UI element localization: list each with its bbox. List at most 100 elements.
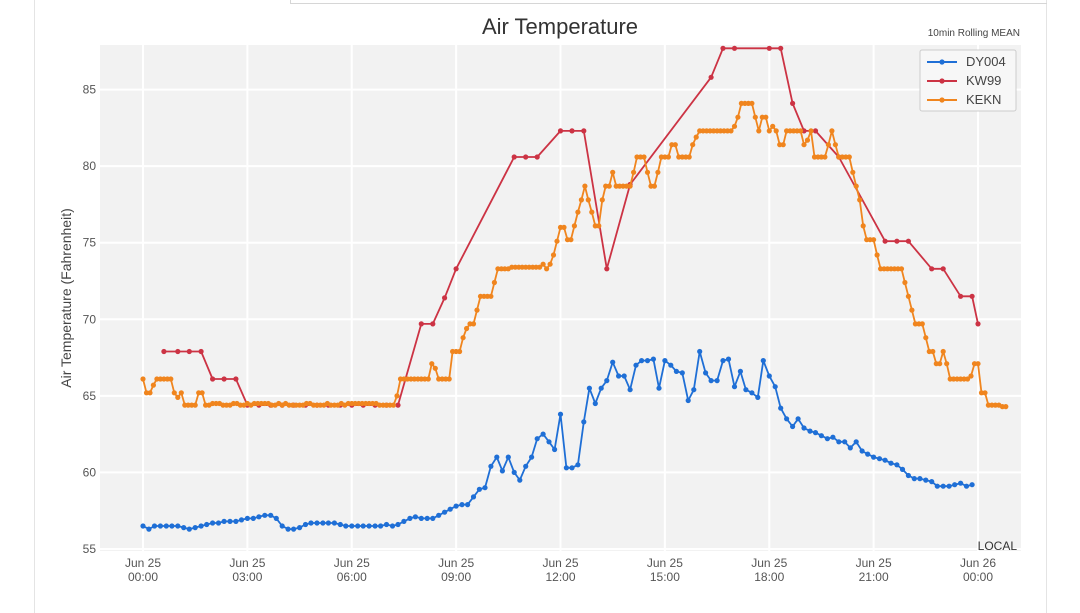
data-point-dy004 (453, 503, 459, 509)
data-point-kekn (798, 128, 804, 134)
data-point-kekn (571, 223, 578, 229)
x-tick-label-time: 03:00 (232, 570, 262, 584)
data-point-dy004 (366, 523, 372, 529)
data-point-dy004 (604, 378, 610, 384)
data-point-kekn (825, 142, 832, 148)
data-point-dy004 (755, 394, 761, 400)
data-point-dy004 (917, 476, 923, 482)
data-point-dy004 (186, 526, 192, 532)
data-point-kekn (804, 137, 811, 143)
data-point-kw99 (430, 321, 436, 327)
data-point-dy004 (285, 526, 291, 532)
data-point-dy004 (766, 373, 772, 379)
x-tick-label-date: Jun 25 (647, 556, 683, 570)
data-point-kekn (850, 169, 856, 175)
data-point-kekn (192, 402, 198, 408)
data-point-kekn (175, 394, 181, 400)
data-point-kekn (975, 361, 981, 367)
data-point-kekn (140, 376, 146, 382)
data-point-dy004 (175, 523, 181, 529)
data-point-kekn (923, 335, 929, 341)
data-point-dy004 (308, 520, 314, 526)
data-point-dy004 (598, 385, 604, 391)
data-point-kekn (474, 307, 480, 313)
data-point-kw99 (175, 348, 181, 355)
x-tick-label-date: Jun 25 (334, 556, 370, 570)
y-tick-labels: 55 60 65 70 75 80 85 (83, 83, 97, 556)
legend-item-dy004[interactable]: DY004 (927, 54, 1006, 69)
data-point-dy004 (679, 370, 685, 376)
data-point-kekn (686, 154, 692, 160)
data-point-dy004 (911, 476, 917, 482)
data-point-kw99 (511, 154, 517, 160)
data-point-kekn (728, 128, 734, 134)
data-point-kw99 (233, 376, 239, 382)
x-tick-label-time: 00:00 (963, 570, 993, 584)
data-point-kw99 (221, 376, 227, 382)
data-point-kw99 (812, 128, 819, 134)
data-point-kekn (147, 390, 153, 396)
data-point-kekn (871, 237, 877, 243)
y-tick-label: 85 (83, 83, 97, 97)
data-point-dy004 (302, 521, 309, 528)
data-point-kekn (457, 348, 463, 355)
data-point-kw99 (569, 128, 575, 134)
data-point-dy004 (499, 468, 505, 474)
data-point-dy004 (389, 523, 396, 529)
data-point-dy004 (697, 348, 703, 355)
x-tick-label-date: Jun 25 (751, 556, 787, 570)
data-point-kekn (690, 142, 696, 148)
data-point-kekn (575, 209, 581, 215)
data-point-kekn (488, 293, 494, 299)
legend-item-kw99[interactable]: KW99 (927, 73, 1001, 88)
data-point-kekn (610, 169, 616, 175)
data-point-kekn (982, 390, 988, 396)
data-point-dy004 (865, 451, 871, 457)
data-point-dy004 (546, 439, 552, 445)
data-point-kw99 (940, 266, 946, 272)
data-point-dy004 (940, 483, 946, 489)
data-point-kekn (561, 224, 567, 230)
data-point-kekn (930, 348, 936, 355)
data-point-kekn (860, 223, 866, 229)
data-point-dy004 (749, 390, 755, 396)
data-point-dy004 (476, 486, 482, 492)
data-point-kekn (432, 365, 438, 371)
data-point-dy004 (517, 477, 523, 483)
data-point-kekn (537, 264, 543, 270)
data-point-kekn (665, 154, 672, 160)
series-layer (140, 45, 1009, 532)
data-point-kekn (801, 142, 807, 148)
data-point-kekn (446, 376, 452, 382)
data-point-kw99 (708, 74, 714, 80)
data-point-dy004 (459, 502, 465, 508)
data-point-dy004 (505, 454, 511, 460)
x-tick-label-date: Jun 25 (856, 556, 892, 570)
data-point-dy004 (273, 515, 279, 522)
data-point-dy004 (331, 520, 337, 526)
data-point-dy004 (233, 518, 239, 525)
data-point-dy004 (262, 512, 268, 518)
data-point-dy004 (447, 506, 453, 512)
data-point-dy004 (720, 358, 726, 364)
data-point-dy004 (552, 446, 558, 453)
data-point-dy004 (633, 362, 639, 368)
y-tick-label: 70 (83, 312, 97, 326)
data-point-dy004 (279, 523, 285, 529)
data-point-dy004 (888, 460, 894, 466)
data-point-dy004 (581, 419, 587, 425)
data-point-dy004 (737, 368, 744, 374)
data-point-dy004 (673, 368, 680, 374)
data-point-dy004 (812, 430, 819, 436)
data-point-dy004 (430, 515, 436, 522)
data-point-dy004 (494, 454, 500, 460)
data-point-kekn (965, 376, 971, 382)
data-point-dy004 (291, 526, 297, 532)
data-point-kekn (631, 169, 637, 175)
data-point-kekn (874, 252, 880, 258)
x-tick-label-time: 00:00 (128, 570, 158, 584)
data-point-kekn (937, 361, 943, 367)
data-point-dy004 (268, 512, 274, 518)
legend-item-kekn[interactable]: KEKN (927, 92, 1001, 107)
